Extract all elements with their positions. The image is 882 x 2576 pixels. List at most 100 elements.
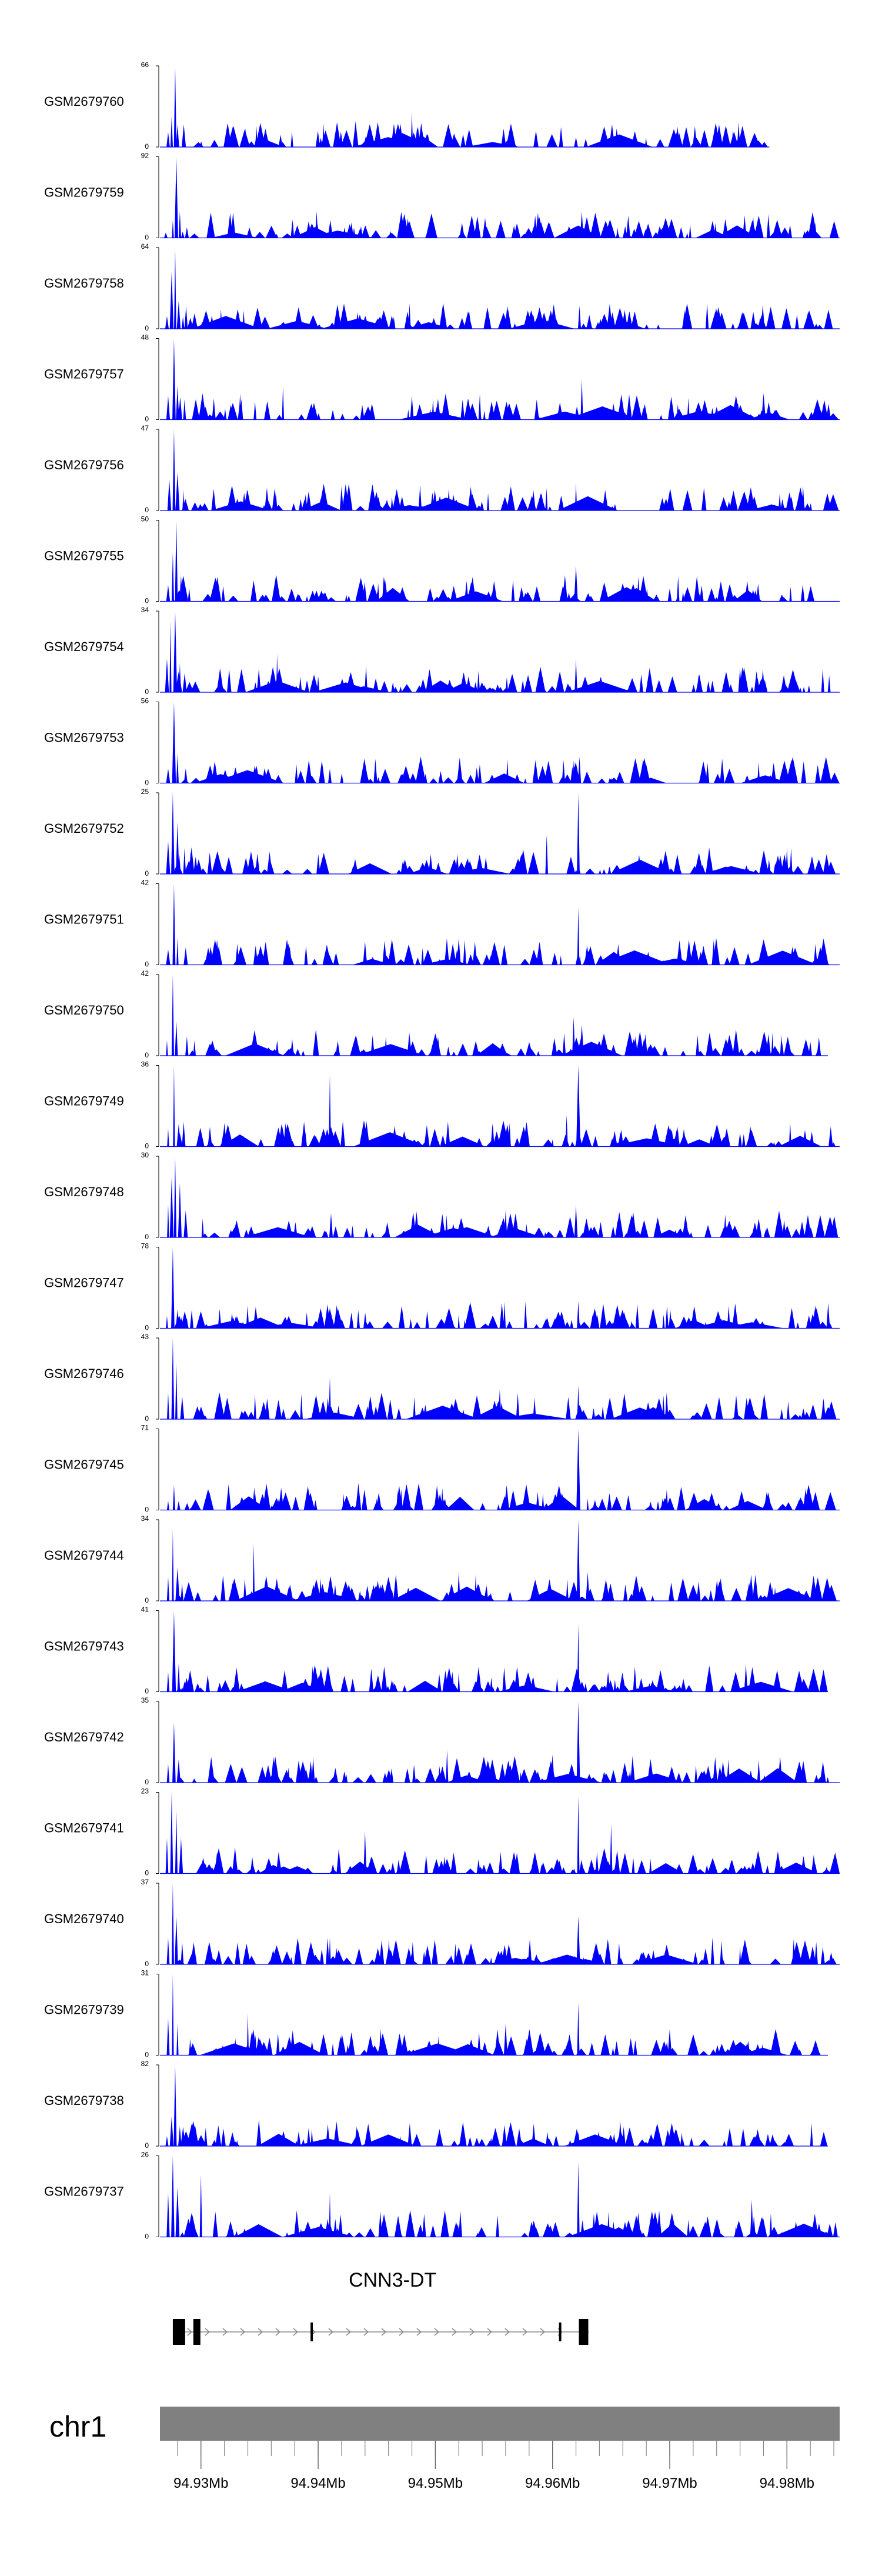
coverage-peak	[546, 134, 557, 147]
coverage-peak	[631, 1575, 642, 1601]
coverage-peak	[401, 684, 413, 692]
coverage-peak	[699, 2140, 710, 2146]
coverage-peak	[706, 303, 709, 329]
coverage-peak	[704, 1865, 709, 1874]
coverage-peak	[429, 778, 438, 783]
coverage-peak	[577, 1796, 580, 1874]
coverage-peak	[576, 1065, 581, 1147]
track-label: GSM2679741	[44, 1820, 124, 1835]
coverage-peak	[704, 2216, 711, 2237]
coverage-peak	[723, 1506, 730, 1510]
coverage-peak	[393, 1500, 405, 1510]
coverage-peak	[409, 2223, 415, 2237]
coverage-peak	[178, 1183, 182, 1237]
coverage-peak	[591, 1317, 599, 1329]
coverage-peak	[376, 1393, 387, 1419]
coverage-peak	[646, 958, 704, 965]
coverage-peak	[370, 1233, 375, 1237]
strand-arrow	[205, 2328, 211, 2336]
coverage-peak	[816, 325, 823, 329]
y-min-label: 0	[145, 2233, 149, 2241]
coverage-peak	[450, 586, 457, 602]
coverage-peak	[458, 318, 466, 329]
coverage-peak	[655, 680, 663, 692]
coverage-peak	[620, 1853, 630, 1874]
coverage-peak	[184, 306, 188, 329]
coverage-peak	[361, 1489, 368, 1510]
coverage-peak	[659, 415, 663, 420]
coverage-peak	[829, 221, 839, 238]
coverage-peak	[290, 131, 293, 147]
coverage-peak	[375, 506, 386, 510]
strand-arrow	[240, 2328, 246, 2336]
track-label: GSM2679749	[44, 1093, 124, 1108]
coverage-peak	[713, 1757, 718, 1783]
y-max-label: 66	[141, 61, 149, 69]
coverage-peak	[706, 1032, 714, 1056]
coverage-peak	[759, 1031, 770, 1056]
track-label: GSM2679743	[44, 1639, 124, 1653]
strand-arrow	[258, 2328, 263, 2336]
gene-exon	[579, 2319, 589, 2345]
coverage-peak	[293, 2138, 362, 2146]
coverage-peak	[759, 2217, 767, 2237]
coverage-peak	[807, 1669, 820, 1692]
coverage-peak	[487, 688, 498, 692]
coverage-peak	[592, 1408, 596, 1419]
coverage-peak	[598, 1686, 606, 1692]
coverage-peak	[173, 1156, 177, 1237]
coverage-peak	[190, 1310, 194, 1329]
chromosome-axis: chr1 94.93Mb 94.94Mb 94.95Mb 94.96Mb 94.97Mb 9…	[49, 2407, 840, 2491]
coverage-peak	[199, 506, 208, 510]
y-max-label: 92	[141, 152, 149, 160]
coverage-peak	[704, 1766, 712, 1783]
coverage-peak	[182, 124, 186, 147]
coverage-peak	[498, 1851, 503, 1874]
coverage-peak	[506, 1321, 513, 1329]
coverage-peak	[255, 1869, 261, 1874]
coverage-peak	[424, 1125, 430, 1147]
coverage-peak	[710, 311, 720, 329]
coverage-peak	[376, 1492, 382, 1510]
coverage-peak	[275, 1400, 282, 1419]
coverage-peak	[311, 1757, 315, 1783]
coverage-peak	[316, 676, 320, 692]
coverage-peak	[780, 854, 789, 874]
y-min-label: 0	[145, 415, 149, 423]
coverage-peak	[823, 854, 830, 874]
coverage-peak	[360, 405, 365, 420]
coverage-peak	[166, 1040, 168, 1056]
coverage-peak	[193, 142, 204, 147]
coverage-peak	[452, 1052, 456, 1056]
coverage-peak	[696, 1035, 700, 1056]
coverage-peak	[322, 1129, 332, 1147]
coverage-peak	[282, 869, 292, 874]
coverage-peak	[720, 759, 725, 783]
coverage-peak	[562, 1033, 566, 1056]
coverage-peak	[259, 596, 263, 602]
coverage-peak	[183, 399, 186, 420]
coverage-peak	[744, 953, 751, 965]
coverage-peak	[630, 1212, 637, 1237]
coverage-peak	[689, 940, 700, 965]
coverage-peak	[166, 1938, 170, 1964]
coverage-peak	[552, 953, 558, 965]
coverage-peak	[496, 221, 506, 238]
coverage-peak	[437, 1674, 442, 1692]
coverage-peak	[267, 1773, 279, 1783]
coverage-peak	[278, 1137, 283, 1147]
coverage-peak	[170, 116, 173, 147]
coverage-peak	[812, 1308, 821, 1329]
coverage-peak	[383, 499, 390, 510]
coverage-peak	[664, 1392, 669, 1419]
coverage-peak	[482, 218, 488, 238]
coverage-peak	[734, 136, 745, 147]
coverage-peak	[352, 121, 359, 147]
coverage-peak	[502, 1667, 506, 1692]
y-max-label: 42	[141, 879, 149, 887]
coverage-peak	[243, 1229, 249, 1237]
coverage-peak	[237, 669, 246, 692]
coverage-peak	[656, 324, 660, 329]
coverage-peak	[409, 1319, 413, 1329]
strand-arrow	[522, 2328, 528, 2336]
